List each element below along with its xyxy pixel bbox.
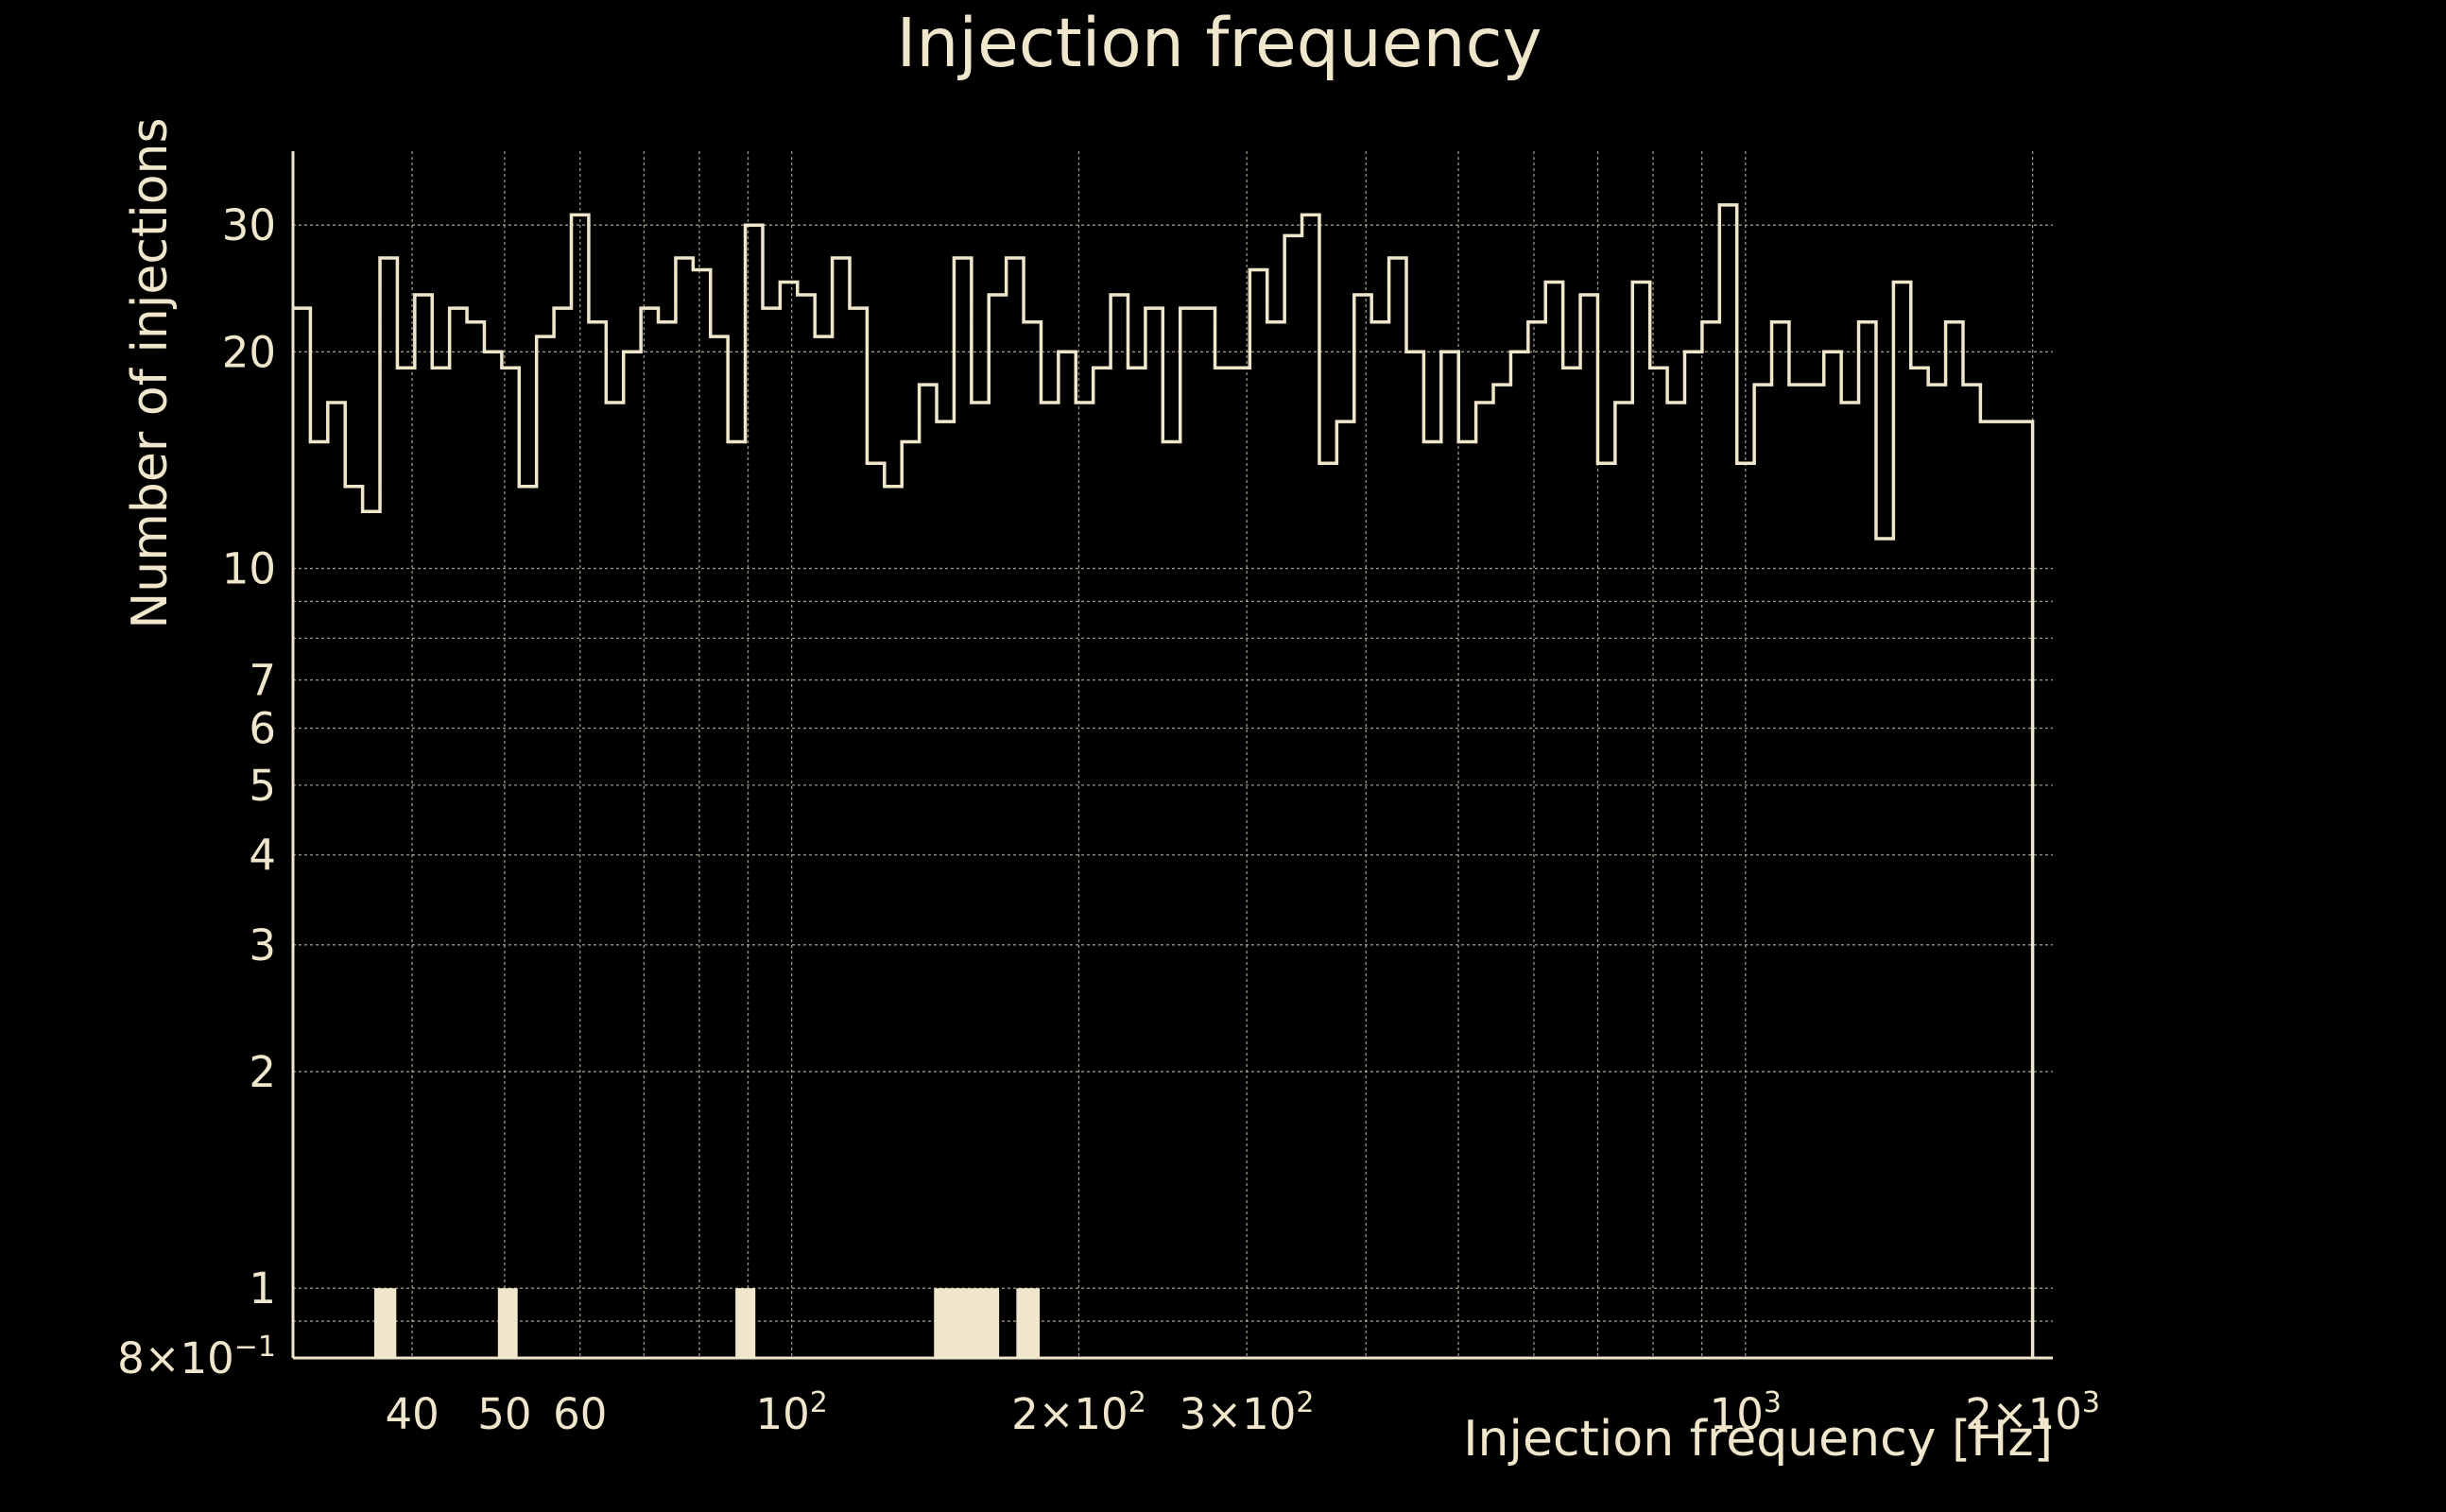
highlight-bar — [497, 1288, 518, 1358]
y-tick-label: 2 — [249, 1047, 276, 1097]
x-tick-label: 2×103 — [1965, 1386, 2100, 1439]
axes — [291, 151, 2053, 1360]
y-tick-label: 6 — [249, 704, 276, 754]
highlight-bars — [373, 1288, 1041, 1358]
x-tick-label: 3×102 — [1180, 1386, 1315, 1439]
highlight-bar — [934, 1288, 1000, 1358]
y-tick-label: 30 — [222, 200, 276, 250]
chart-title: Injection frequency — [896, 4, 1542, 82]
y-tick-label: 1 — [249, 1263, 276, 1314]
highlight-bar — [735, 1288, 756, 1358]
y-tick-label: 8×10−1 — [117, 1331, 276, 1383]
y-tick-label: 10 — [222, 544, 276, 594]
y-axis-label: Number of injections — [122, 117, 179, 628]
x-tick-label: 103 — [1710, 1386, 1782, 1439]
y-tick-label: 7 — [249, 656, 276, 706]
y-tick-label: 4 — [249, 831, 276, 881]
x-tick-label: 60 — [553, 1389, 607, 1439]
y-tick-label: 3 — [249, 920, 276, 971]
x-axis-label: Injection frequency [Hz] — [1463, 1411, 2053, 1468]
x-tick-label: 40 — [385, 1389, 439, 1439]
highlight-bar — [373, 1288, 397, 1358]
y-tick-label: 5 — [249, 761, 276, 811]
x-tick-label: 102 — [755, 1386, 827, 1439]
histogram-series — [293, 203, 2035, 1358]
x-tick-label: 50 — [477, 1389, 531, 1439]
x-tick-label: 2×102 — [1011, 1386, 1146, 1439]
tick-labels: 40 50 60 102 2×102 3×102 103 2×103 8×10−1 1 2 3 4 5 67… — [117, 200, 2100, 1439]
y-tick-label: 20 — [222, 327, 276, 377]
highlight-bar — [1016, 1288, 1041, 1358]
